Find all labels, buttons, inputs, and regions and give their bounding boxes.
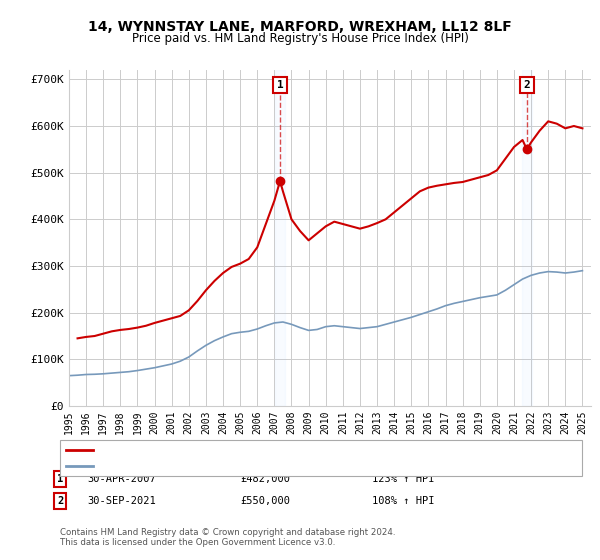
Text: 2: 2 [57,496,63,506]
Text: 2: 2 [523,80,530,90]
Text: HPI: Average price, detached house, Wrexham: HPI: Average price, detached house, Wrex… [99,461,331,472]
Text: Price paid vs. HM Land Registry's House Price Index (HPI): Price paid vs. HM Land Registry's House … [131,32,469,45]
Text: 30-APR-2007: 30-APR-2007 [87,474,156,484]
Text: 1: 1 [277,80,283,90]
Text: 14, WYNNSTAY LANE, MARFORD, WREXHAM, LL12 8LF (detached house): 14, WYNNSTAY LANE, MARFORD, WREXHAM, LL1… [99,445,460,455]
Bar [275,70,285,406]
Text: £482,000: £482,000 [240,474,290,484]
Text: 108% ↑ HPI: 108% ↑ HPI [372,496,434,506]
Text: 14, WYNNSTAY LANE, MARFORD, WREXHAM, LL12 8LF: 14, WYNNSTAY LANE, MARFORD, WREXHAM, LL1… [88,20,512,34]
Text: 30-SEP-2021: 30-SEP-2021 [87,496,156,506]
Text: 123% ↑ HPI: 123% ↑ HPI [372,474,434,484]
Text: £550,000: £550,000 [240,496,290,506]
Bar [521,70,532,406]
Text: Contains HM Land Registry data © Crown copyright and database right 2024.
This d: Contains HM Land Registry data © Crown c… [60,528,395,547]
Text: 1: 1 [57,474,63,484]
